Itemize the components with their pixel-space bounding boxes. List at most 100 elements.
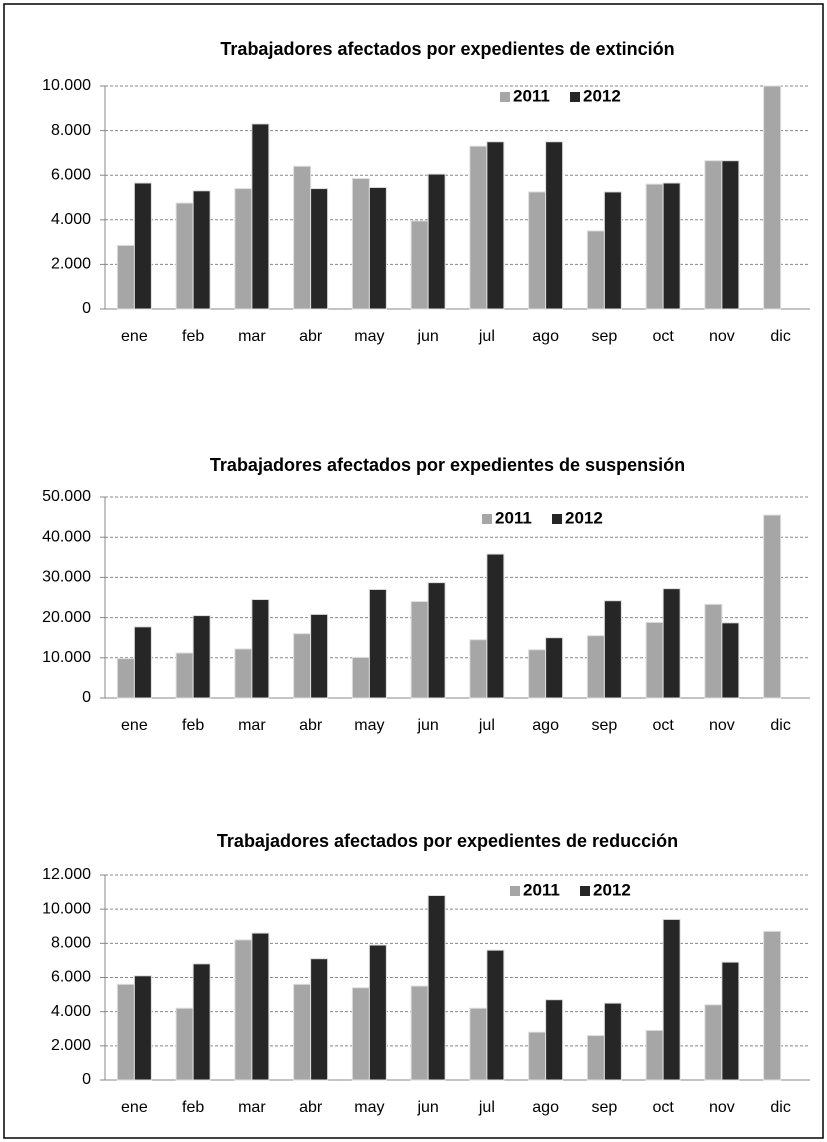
bar <box>251 123 270 310</box>
x-tick-label: feb <box>182 328 204 345</box>
bar <box>721 160 740 310</box>
bar <box>116 244 135 310</box>
bar <box>645 183 664 310</box>
bar <box>645 1029 664 1081</box>
chart-title: Trabajadores afectados por expedientes d… <box>210 455 685 475</box>
bar <box>427 173 446 310</box>
legend-swatch <box>580 886 590 896</box>
y-tick-label: 4.000 <box>51 1003 91 1020</box>
bar <box>721 961 740 1081</box>
legend-swatch <box>552 514 562 524</box>
x-tick-label: ago <box>532 328 559 345</box>
bar <box>427 895 446 1081</box>
x-tick-label: may <box>354 328 384 345</box>
bar <box>410 601 429 699</box>
x-tick-label: jun <box>416 717 438 734</box>
legend-label: 2012 <box>565 508 603 527</box>
bar <box>351 178 370 310</box>
bar <box>469 145 488 310</box>
bar <box>116 983 135 1081</box>
x-tick-label: jun <box>416 328 438 345</box>
y-tick-label: 30.000 <box>42 569 91 586</box>
x-tick-label: abr <box>299 328 323 345</box>
bar <box>586 1035 605 1081</box>
y-tick-label: 20.000 <box>42 609 91 626</box>
x-tick-label: sep <box>591 328 617 345</box>
x-tick-label: may <box>354 1099 384 1116</box>
x-tick-label: oct <box>652 1099 674 1116</box>
bar <box>368 186 387 310</box>
bar <box>251 932 270 1081</box>
y-tick-label: 6.000 <box>51 166 91 183</box>
legend-label: 2012 <box>583 86 621 105</box>
bar <box>175 202 194 310</box>
y-tick-label: 10.000 <box>42 649 91 666</box>
bar <box>763 930 782 1081</box>
bar <box>192 615 211 699</box>
bar <box>662 182 681 310</box>
legend-swatch <box>510 886 520 896</box>
x-tick-label: mar <box>238 717 266 734</box>
x-tick-label: dic <box>770 717 790 734</box>
x-tick-label: feb <box>182 1099 204 1116</box>
legend-swatch <box>500 92 510 102</box>
y-tick-label: 40.000 <box>42 528 91 545</box>
x-tick-label: jul <box>478 717 495 734</box>
bar <box>645 621 664 699</box>
bar <box>586 230 605 310</box>
legend-label: 2011 <box>495 508 532 527</box>
bar <box>133 626 152 699</box>
bar <box>133 975 152 1081</box>
bar <box>116 658 135 699</box>
bar <box>603 600 622 699</box>
x-tick-label: feb <box>182 717 204 734</box>
bar <box>368 588 387 699</box>
x-tick-label: nov <box>709 328 735 345</box>
bar <box>545 999 564 1081</box>
bar <box>763 514 782 699</box>
bar <box>251 599 270 699</box>
bar <box>486 949 505 1081</box>
bar <box>410 220 429 310</box>
bar <box>704 603 723 699</box>
bar <box>545 141 564 310</box>
bar <box>528 649 547 699</box>
chart-title: Trabajadores afectados por expedientes d… <box>217 831 678 851</box>
page-border <box>3 3 824 1139</box>
bar <box>175 1007 194 1081</box>
x-tick-label: jul <box>478 1099 495 1116</box>
bar <box>586 635 605 699</box>
x-tick-label: oct <box>652 717 674 734</box>
bar <box>763 85 782 310</box>
y-tick-label: 0 <box>82 1071 91 1088</box>
bar <box>603 191 622 310</box>
y-tick-label: 10.000 <box>42 77 91 94</box>
y-tick-label: 10.000 <box>42 900 91 917</box>
bar <box>351 656 370 699</box>
legend-label: 2011 <box>523 880 560 899</box>
bar <box>469 1007 488 1081</box>
y-tick-label: 6.000 <box>51 969 91 986</box>
x-tick-label: ene <box>121 717 148 734</box>
x-tick-label: abr <box>299 717 323 734</box>
y-tick-label: 2.000 <box>51 256 91 273</box>
x-tick-label: ene <box>121 1099 148 1116</box>
bar <box>234 939 253 1081</box>
bar <box>351 987 370 1081</box>
bar <box>528 191 547 310</box>
x-tick-label: may <box>354 717 384 734</box>
bar <box>486 141 505 310</box>
bar <box>545 637 564 699</box>
y-tick-label: 0 <box>82 689 91 706</box>
bar <box>410 985 429 1081</box>
x-tick-label: nov <box>709 1099 735 1116</box>
bar <box>528 1031 547 1081</box>
x-tick-label: sep <box>591 1099 617 1116</box>
y-tick-label: 8.000 <box>51 122 91 139</box>
bar <box>704 1004 723 1081</box>
bar <box>469 639 488 699</box>
y-tick-label: 12.000 <box>42 866 91 883</box>
y-tick-label: 4.000 <box>51 211 91 228</box>
bar <box>310 188 329 310</box>
